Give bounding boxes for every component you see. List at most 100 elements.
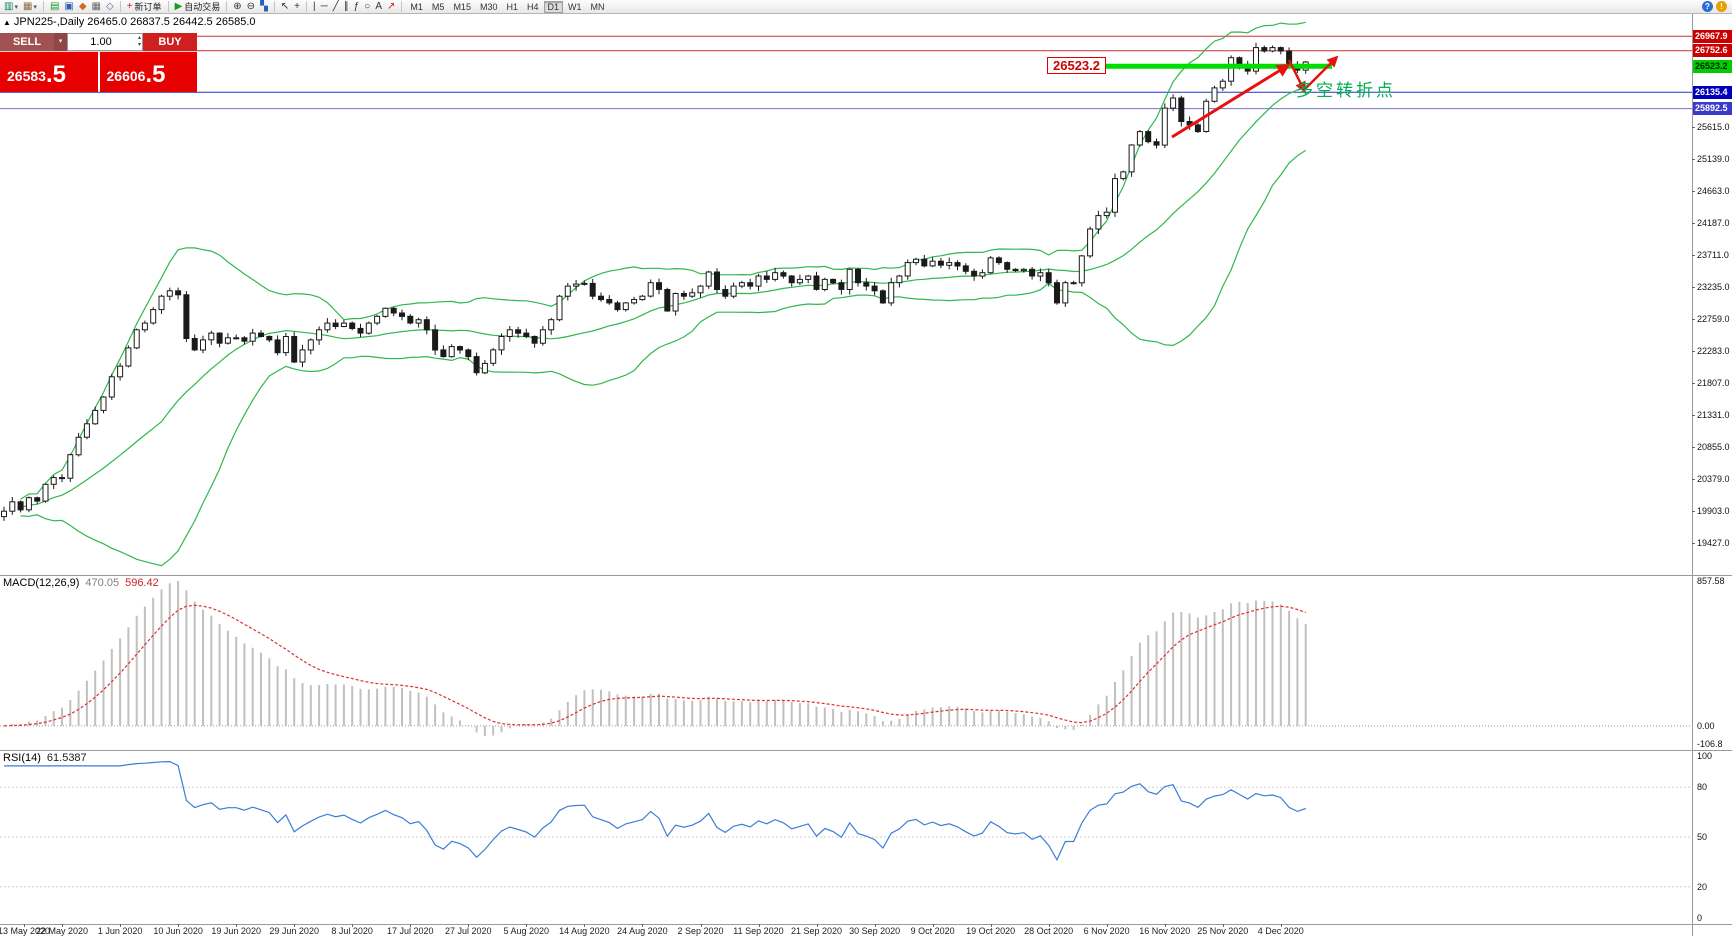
date-axis-label: 30 Sep 2020 bbox=[849, 926, 901, 936]
timeframe-mn-button[interactable]: MN bbox=[590, 1, 605, 12]
timeframe-m5-button[interactable]: M5 bbox=[431, 1, 445, 12]
rsi-canvas[interactable] bbox=[0, 750, 1732, 924]
chevron-down-icon: ▾ bbox=[33, 3, 37, 11]
price-axis-highlight-label: 26967.9 bbox=[1693, 29, 1732, 43]
crosshair-icon: + bbox=[294, 0, 300, 12]
buy-price: 26606 bbox=[106, 68, 146, 84]
shapes-tool-button[interactable]: ○ bbox=[362, 1, 372, 13]
fibonacci-tool-button[interactable]: ƒ bbox=[352, 1, 362, 13]
date-axis-tick bbox=[294, 924, 296, 927]
chart-title: ▲ JPN225-,Daily 26465.0 26837.5 26442.5 2… bbox=[3, 16, 256, 28]
price-axis-highlight-label: 25892.5 bbox=[1693, 102, 1732, 116]
new-chart-icon: ▥ bbox=[4, 0, 14, 12]
timeframe-m15-button[interactable]: M15 bbox=[453, 1, 471, 12]
timeframe-h4-button[interactable]: H4 bbox=[526, 1, 539, 12]
timeframe-w1-button[interactable]: W1 bbox=[568, 1, 582, 12]
date-axis-label: 1 Jun 2020 bbox=[97, 926, 143, 936]
date-axis-separator bbox=[0, 924, 1732, 925]
new-chart-button[interactable]: ▥ ▾ bbox=[2, 1, 20, 13]
date-axis-tick bbox=[1164, 924, 1166, 927]
date-axis-tick bbox=[584, 924, 586, 927]
price-axis-tick bbox=[1692, 478, 1695, 480]
cursor-tool-button[interactable]: ↖ bbox=[279, 1, 291, 13]
sell-price-panel[interactable]: 26583.5 bbox=[0, 52, 98, 92]
toolbar-separator bbox=[306, 1, 307, 12]
data-window-button[interactable]: ▣ bbox=[62, 1, 75, 13]
new-order-icon: + bbox=[126, 0, 133, 12]
cursor-icon: ↖ bbox=[280, 0, 290, 12]
data-window-icon: ▣ bbox=[64, 0, 74, 12]
timeframe-h1-button[interactable]: H1 bbox=[506, 1, 518, 12]
date-axis-label: 14 Aug 2020 bbox=[559, 926, 610, 936]
turning-point-annotation[interactable]: 多空转折点 bbox=[1296, 81, 1396, 100]
alert-icon[interactable]: ! bbox=[1716, 1, 1727, 12]
date-axis-label: 22 May 2020 bbox=[35, 926, 89, 936]
date-axis-label: 11 Sep 2020 bbox=[733, 926, 784, 936]
zoom-out-button[interactable]: ⊖ bbox=[245, 1, 257, 13]
profiles-button[interactable]: ▦ ▾ bbox=[21, 1, 39, 13]
price-axis-label: 24663.0 bbox=[1697, 186, 1730, 197]
rsi-value: 61.5387 bbox=[46, 752, 87, 764]
crosshair-tool-button[interactable]: + bbox=[292, 1, 302, 13]
horizontal-line-tool-button[interactable]: ─ bbox=[319, 1, 330, 13]
zoom-in-icon: ⊕ bbox=[233, 0, 242, 12]
date-axis-label: 10 Jun 2020 bbox=[153, 926, 203, 936]
main-chart-canvas[interactable] bbox=[0, 14, 1732, 575]
price-axis-tick bbox=[1692, 350, 1695, 352]
ellipse-icon: ○ bbox=[364, 0, 371, 12]
date-axis-label: 19 Oct 2020 bbox=[966, 926, 1016, 936]
pane-separator[interactable] bbox=[0, 750, 1732, 751]
terminal-button[interactable]: ▦ bbox=[90, 1, 103, 13]
buy-button[interactable]: BUY bbox=[143, 33, 197, 51]
macd-canvas[interactable] bbox=[0, 575, 1732, 750]
new-order-button[interactable]: + 新订单 bbox=[125, 1, 164, 13]
date-axis-label: 4 Dec 2020 bbox=[1257, 926, 1304, 936]
sell-button[interactable]: SELL bbox=[0, 33, 54, 51]
arrow-tool-button[interactable]: ↗ bbox=[385, 1, 397, 13]
toolbar-separator bbox=[401, 1, 403, 12]
volume-increase-button[interactable]: ▴ bbox=[137, 35, 141, 41]
autotrade-button[interactable]: ▶ 自动交易 bbox=[173, 1, 223, 13]
rsi-axis-label: 80 bbox=[1697, 782, 1708, 793]
date-axis-tick bbox=[526, 924, 528, 927]
rsi-legend: RSI(14) 61.5387 bbox=[3, 752, 87, 764]
date-axis-tick bbox=[642, 924, 644, 927]
trendline-tool-button[interactable]: ╱ bbox=[331, 1, 341, 13]
one-click-trading-widget: SELL ▾ ▴ ▾ BUY 26583.5 26606.5 bbox=[0, 33, 197, 92]
strategy-tester-icon: ◇ bbox=[106, 0, 114, 12]
channel-icon: ∥ bbox=[343, 0, 349, 12]
text-tool-button[interactable]: A bbox=[373, 1, 384, 13]
arrow-tool-icon: ↗ bbox=[387, 0, 396, 12]
volume-input[interactable] bbox=[68, 34, 142, 50]
channel-tool-button[interactable]: ∥ bbox=[342, 1, 351, 13]
one-click-top-row: SELL ▾ ▴ ▾ BUY bbox=[0, 33, 197, 51]
help-icon[interactable]: ? bbox=[1702, 1, 1713, 12]
date-axis-tick bbox=[24, 924, 25, 927]
rsi-axis-label: 20 bbox=[1697, 881, 1708, 892]
price-axis-highlight-label: 26135.4 bbox=[1693, 85, 1732, 99]
timeframe-m1-button[interactable]: M1 bbox=[410, 1, 423, 12]
price-axis-tick bbox=[1692, 318, 1695, 320]
tile-windows-button[interactable]: ▚ bbox=[258, 1, 270, 13]
toolbar-separator bbox=[42, 1, 44, 12]
price-callout[interactable]: 26523.2 bbox=[1047, 57, 1106, 74]
zoom-in-button[interactable]: ⊕ bbox=[231, 1, 243, 13]
navigator-button[interactable]: ◆ bbox=[77, 1, 89, 13]
volume-decrease-button[interactable]: ▾ bbox=[137, 42, 141, 48]
sell-dropdown-button[interactable]: ▾ bbox=[54, 33, 67, 51]
strategy-tester-button[interactable]: ◇ bbox=[104, 1, 116, 13]
buy-price-panel[interactable]: 26606.5 bbox=[99, 52, 197, 92]
timeframe-d1-button[interactable]: D1 bbox=[543, 0, 564, 13]
vertical-line-tool-button[interactable]: | bbox=[311, 1, 318, 13]
date-axis-label: 19 Jun 2020 bbox=[211, 926, 261, 936]
pane-separator[interactable] bbox=[0, 575, 1732, 576]
date-axis-label: 27 Jul 2020 bbox=[445, 926, 492, 936]
new-order-label: 新订单 bbox=[134, 2, 162, 12]
date-axis-tick bbox=[178, 924, 180, 927]
navigator-icon: ◆ bbox=[78, 0, 87, 12]
market-watch-button[interactable]: ▤ bbox=[48, 1, 61, 13]
date-axis-tick bbox=[816, 924, 818, 927]
macd-axis-label: 0.00 bbox=[1697, 720, 1715, 731]
price-axis-label: 20855.0 bbox=[1697, 442, 1730, 452]
timeframe-m30-button[interactable]: M30 bbox=[479, 1, 498, 12]
